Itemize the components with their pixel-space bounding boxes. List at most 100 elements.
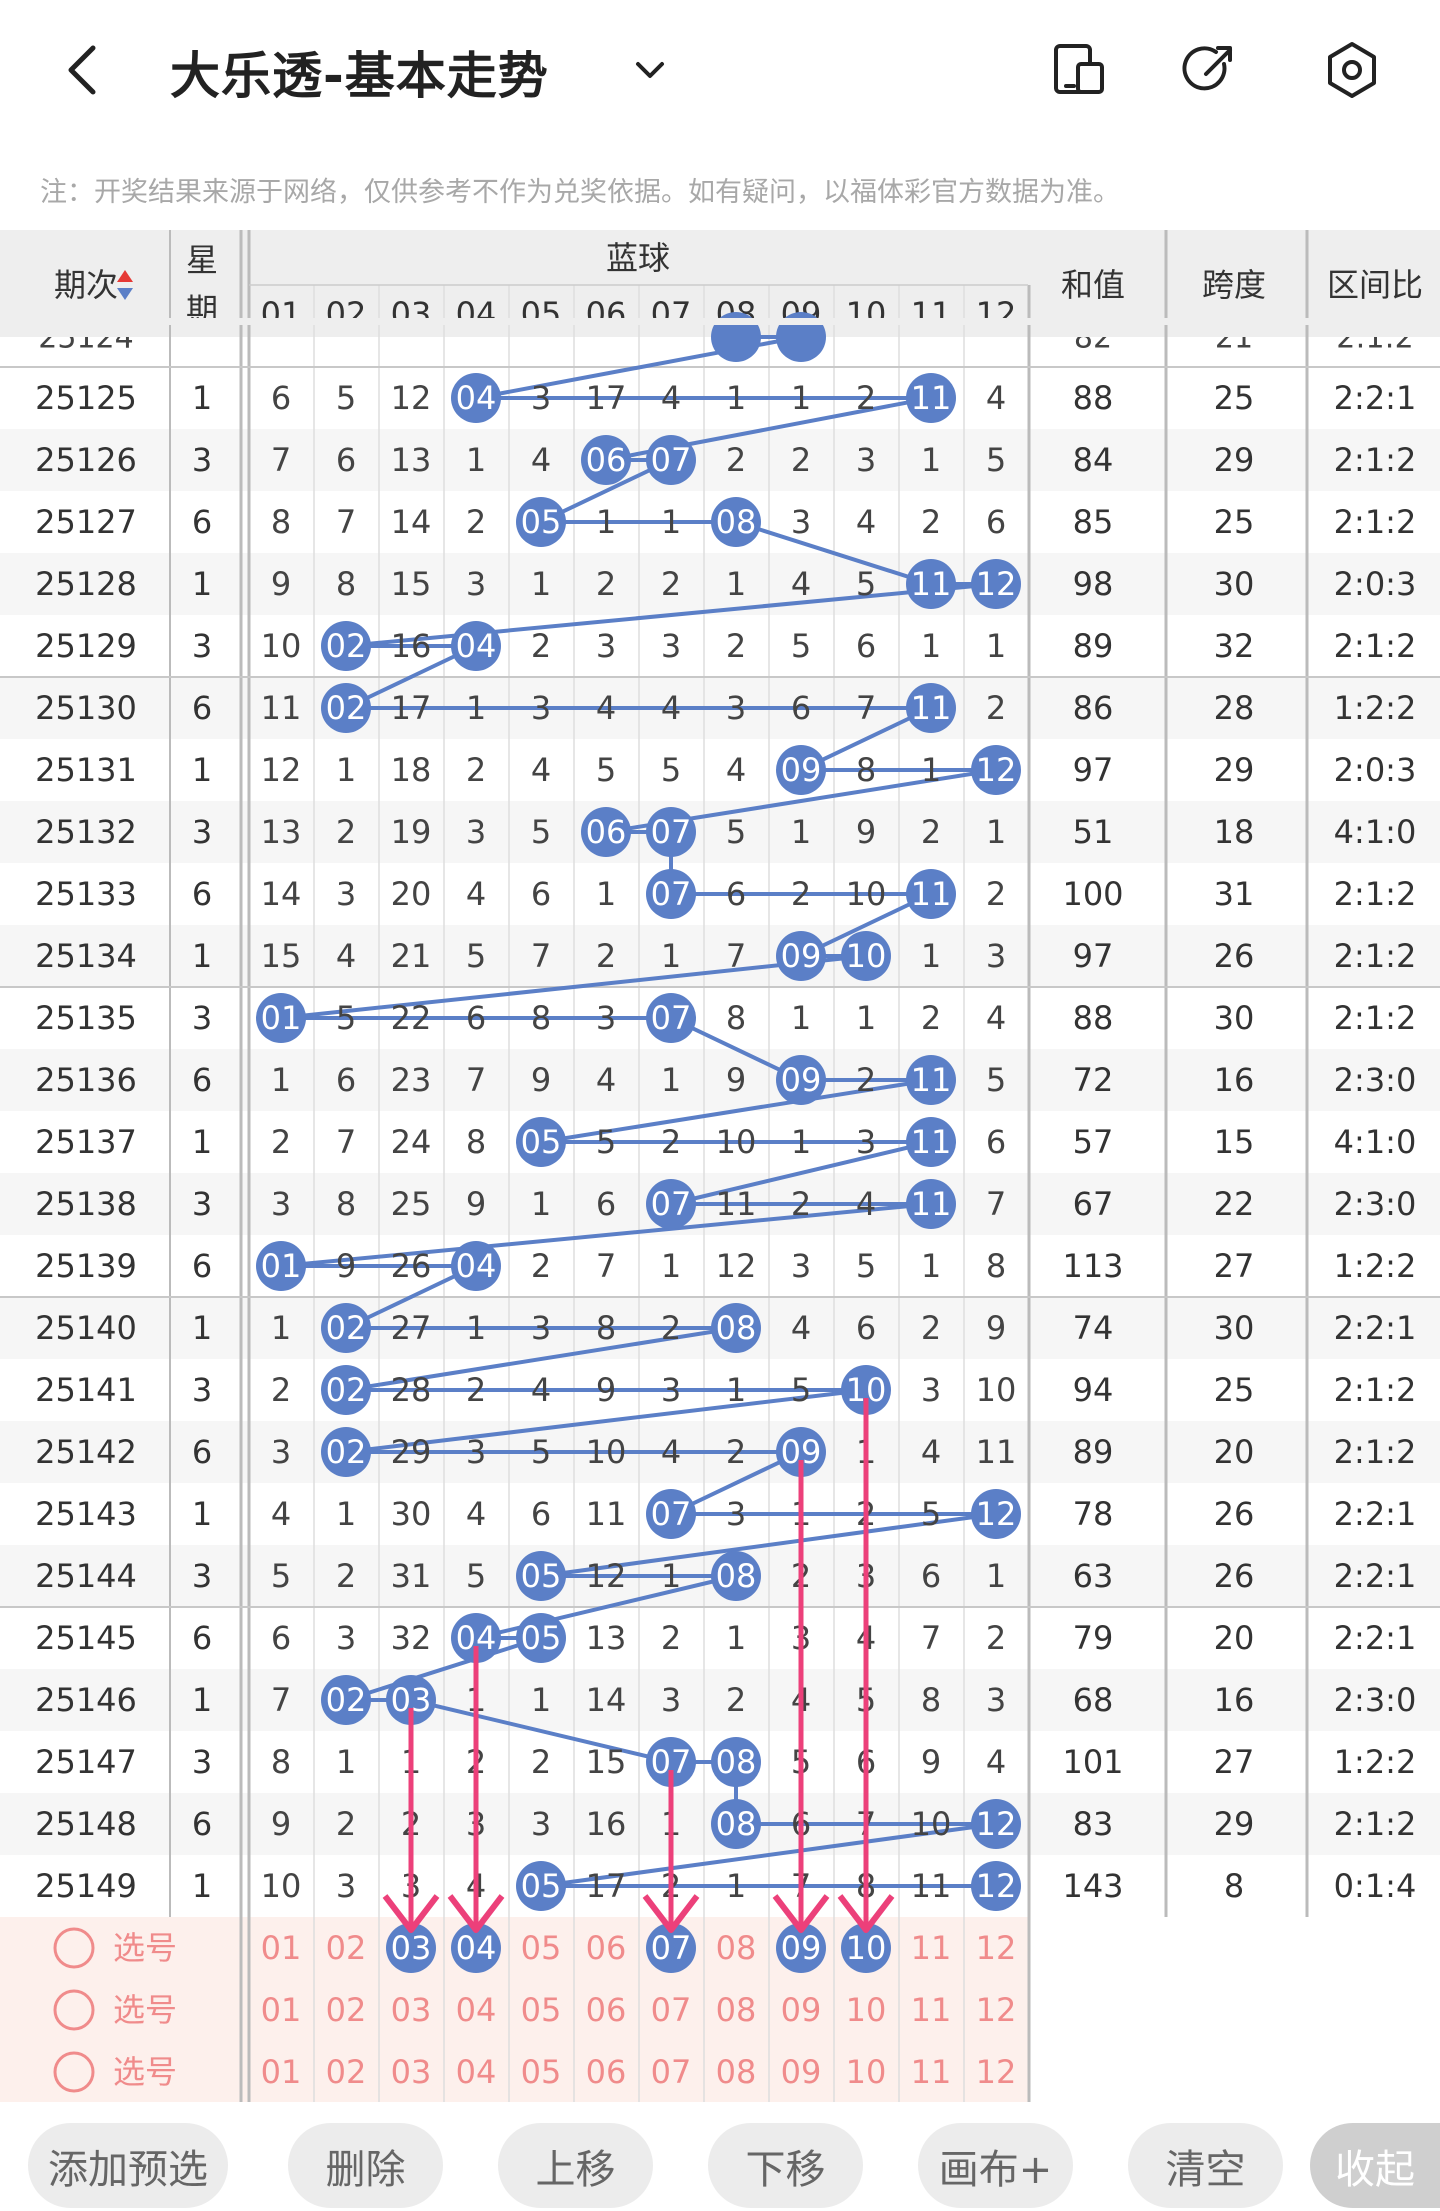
row-period: 25126 xyxy=(35,441,137,479)
miss-count: 8 xyxy=(856,751,876,789)
share-icon[interactable] xyxy=(1180,40,1240,100)
miss-count: 1 xyxy=(531,565,551,603)
pick-option[interactable]: 05 xyxy=(521,1991,562,2029)
back-chevron-left-icon[interactable] xyxy=(55,40,115,100)
miss-count: 6 xyxy=(271,1619,291,1657)
pick-option[interactable]: 06 xyxy=(586,1991,627,2029)
hit-ball-number: 11 xyxy=(911,1061,952,1099)
row-ratio: 2:2:1 xyxy=(1334,1495,1417,1533)
pick-option[interactable]: 04 xyxy=(456,2053,497,2091)
header-ratio: 区间比 xyxy=(1327,266,1423,304)
picked-ball[interactable] xyxy=(841,1923,891,1973)
miss-count: 26 xyxy=(391,1247,432,1285)
miss-count: 2 xyxy=(596,565,616,603)
pick-option[interactable]: 05 xyxy=(521,2053,562,2091)
picked-ball[interactable] xyxy=(646,1923,696,1973)
pick-option[interactable]: 06 xyxy=(586,1929,627,1967)
hit-ball xyxy=(711,497,761,547)
miss-count: 13 xyxy=(391,441,432,479)
miss-count: 14 xyxy=(261,875,302,913)
picked-ball[interactable] xyxy=(776,1923,826,1973)
row-ratio: 4:1:0 xyxy=(1334,1123,1417,1161)
pick-option[interactable]: 12 xyxy=(976,1929,1017,1967)
pick-option[interactable]: 07 xyxy=(651,2053,692,2091)
row-sum: 98 xyxy=(1073,565,1114,603)
move-down-button[interactable]: 下移 xyxy=(708,2123,863,2208)
pick-option[interactable]: 07 xyxy=(651,1991,692,2029)
miss-count: 1 xyxy=(466,689,486,727)
move-up-button[interactable]: 上移 xyxy=(498,2123,653,2208)
pick-option[interactable]: 12 xyxy=(976,1991,1017,2029)
miss-count: 3 xyxy=(596,999,616,1037)
pick-option[interactable]: 12 xyxy=(976,2053,1017,2091)
select-label[interactable]: 选号 xyxy=(113,1991,177,2029)
hit-ball xyxy=(516,1861,566,1911)
row-sum: 67 xyxy=(1073,1185,1114,1223)
delete-button[interactable]: 删除 xyxy=(288,2123,443,2208)
pick-option[interactable]: 03 xyxy=(391,1991,432,2029)
add-preselect-button[interactable]: 添加预选 xyxy=(28,2123,228,2208)
pick-option[interactable]: 11 xyxy=(911,1991,952,2029)
pick-option[interactable]: 02 xyxy=(326,1991,367,2029)
picked-ball[interactable] xyxy=(451,1923,501,1973)
pick-option[interactable]: 04 xyxy=(456,1991,497,2029)
pick-option[interactable]: 01 xyxy=(261,2053,302,2091)
select-radio-icon[interactable] xyxy=(53,1927,95,1969)
miss-count: 17 xyxy=(391,689,432,727)
select-label[interactable]: 选号 xyxy=(113,1929,177,1967)
miss-count: 9 xyxy=(466,1185,486,1223)
miss-count: 4 xyxy=(986,379,1006,417)
pick-option[interactable]: 11 xyxy=(911,1929,952,1967)
pick-option[interactable]: 01 xyxy=(261,1929,302,1967)
miss-count: 4 xyxy=(791,565,811,603)
row-weekday: 3 xyxy=(192,627,212,665)
miss-count: 7 xyxy=(726,937,746,975)
collapse-button[interactable]: 收起 xyxy=(1310,2123,1440,2208)
hit-ball-number: 11 xyxy=(911,689,952,727)
settings-icon[interactable] xyxy=(1322,40,1382,100)
sort-down-icon[interactable] xyxy=(117,288,133,300)
pick-option[interactable]: 08 xyxy=(716,1991,757,2029)
miss-count: 1 xyxy=(271,1061,291,1099)
row-sum: 143 xyxy=(1062,1867,1123,1905)
canvas-plus-button[interactable]: 画布+ xyxy=(918,2123,1073,2208)
phone-split-icon[interactable] xyxy=(1050,40,1110,100)
pick-option[interactable]: 02 xyxy=(326,1929,367,1967)
pick-option[interactable]: 11 xyxy=(911,2053,952,2091)
miss-count: 1 xyxy=(466,1309,486,1347)
page-title[interactable]: 大乐透-基本走势 xyxy=(170,47,549,105)
miss-count: 5 xyxy=(986,1061,1006,1099)
row-period: 25144 xyxy=(35,1557,137,1595)
miss-count: 1 xyxy=(531,1185,551,1223)
pick-option[interactable]: 09 xyxy=(781,2053,822,2091)
miss-count: 3 xyxy=(986,937,1006,975)
pick-option[interactable]: 08 xyxy=(716,1929,757,1967)
pick-option[interactable]: 09 xyxy=(781,1991,822,2029)
pick-option[interactable]: 10 xyxy=(846,2053,887,2091)
miss-count: 16 xyxy=(391,627,432,665)
select-label[interactable]: 选号 xyxy=(113,2053,177,2091)
miss-count: 11 xyxy=(261,689,302,727)
select-radio-icon[interactable] xyxy=(53,1989,95,2031)
hit-ball xyxy=(906,559,956,609)
pick-option[interactable]: 10 xyxy=(846,1991,887,2029)
pick-option[interactable]: 05 xyxy=(521,1929,562,1967)
picked-ball[interactable] xyxy=(386,1923,436,1973)
miss-count: 14 xyxy=(586,1681,627,1719)
pick-option[interactable]: 01 xyxy=(261,1991,302,2029)
pick-option[interactable]: 08 xyxy=(716,2053,757,2091)
pick-option[interactable]: 02 xyxy=(326,2053,367,2091)
miss-count: 2 xyxy=(921,1309,941,1347)
miss-count: 2 xyxy=(336,1805,356,1843)
pick-option[interactable]: 03 xyxy=(391,2053,432,2091)
clear-button[interactable]: 清空 xyxy=(1128,2123,1283,2208)
row-span: 25 xyxy=(1214,379,1255,417)
select-radio-icon[interactable] xyxy=(53,2051,95,2093)
chevron-down-icon[interactable] xyxy=(620,40,680,100)
hit-ball xyxy=(451,1613,501,1663)
hit-ball-number: 02 xyxy=(326,627,367,665)
hit-ball-number: 11 xyxy=(911,565,952,603)
miss-count: 5 xyxy=(921,1495,941,1533)
sort-up-icon[interactable] xyxy=(117,270,133,282)
pick-option[interactable]: 06 xyxy=(586,2053,627,2091)
